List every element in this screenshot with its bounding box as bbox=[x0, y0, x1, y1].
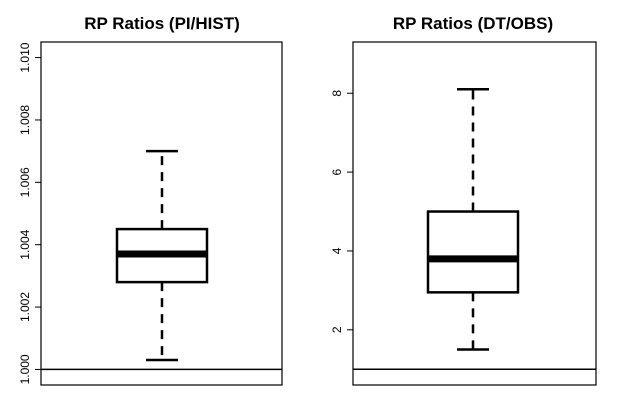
y-tick-label: 1.002 bbox=[18, 292, 32, 322]
y-axis: 2 4 6 8 bbox=[330, 90, 353, 333]
y-tick-label: 2 bbox=[330, 326, 344, 333]
plot-frame bbox=[40, 41, 283, 386]
y-tick-label: 1.010 bbox=[18, 42, 32, 72]
y-tick-label: 4 bbox=[330, 247, 344, 254]
y-tick-label: 8 bbox=[330, 90, 344, 97]
y-tick-label: 1.008 bbox=[18, 105, 32, 135]
y-tick-label: 1.004 bbox=[18, 229, 32, 259]
y-tick-label: 1.000 bbox=[18, 354, 32, 384]
box-marks bbox=[353, 88, 596, 370]
y-tick-label: 1.006 bbox=[18, 167, 32, 197]
iqr-box bbox=[426, 210, 520, 294]
panel-dt-obs: RP Ratios (DT/OBS) 2 4 6 8 bbox=[330, 14, 597, 386]
panel-pi-hist: RP Ratios (PI/HIST) 1.000 1.002 1.004 1.006… bbox=[18, 14, 283, 386]
chart-title: RP Ratios (DT/OBS) bbox=[393, 14, 553, 33]
plot-frame bbox=[352, 41, 597, 386]
box-marks bbox=[41, 149, 282, 371]
y-axis: 1.000 1.002 1.004 1.006 1.008 1.010 bbox=[18, 42, 41, 384]
chart-title: RP Ratios (PI/HIST) bbox=[84, 14, 240, 33]
y-tick-label: 6 bbox=[330, 168, 344, 175]
